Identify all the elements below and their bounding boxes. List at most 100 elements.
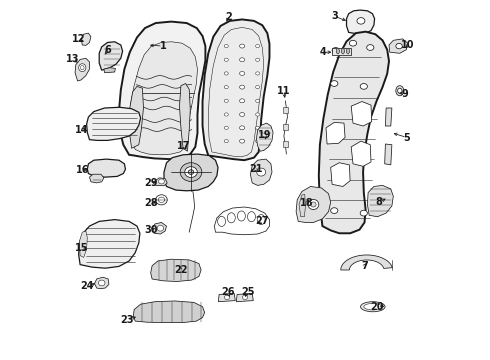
Text: 10: 10 xyxy=(401,40,415,50)
Polygon shape xyxy=(386,108,392,126)
Polygon shape xyxy=(326,122,345,144)
Polygon shape xyxy=(299,194,305,217)
Text: 2: 2 xyxy=(225,12,232,22)
Polygon shape xyxy=(99,42,122,70)
Ellipse shape xyxy=(346,49,349,54)
Text: 9: 9 xyxy=(402,89,409,99)
Polygon shape xyxy=(219,293,235,302)
Text: 30: 30 xyxy=(144,225,157,235)
Polygon shape xyxy=(351,141,371,166)
Ellipse shape xyxy=(240,139,245,143)
Polygon shape xyxy=(90,174,104,183)
Ellipse shape xyxy=(349,40,357,46)
Text: 26: 26 xyxy=(221,287,235,297)
Text: 22: 22 xyxy=(174,265,188,275)
Ellipse shape xyxy=(240,99,245,103)
Ellipse shape xyxy=(240,58,245,62)
Text: 21: 21 xyxy=(249,164,263,174)
Ellipse shape xyxy=(224,126,228,129)
Ellipse shape xyxy=(224,85,228,89)
Polygon shape xyxy=(351,102,372,126)
Polygon shape xyxy=(79,220,140,268)
Polygon shape xyxy=(341,255,392,270)
Text: 27: 27 xyxy=(255,216,269,226)
Ellipse shape xyxy=(224,99,228,102)
Polygon shape xyxy=(155,178,167,186)
Polygon shape xyxy=(75,58,90,81)
Polygon shape xyxy=(133,301,205,323)
Text: 8: 8 xyxy=(375,197,382,207)
Ellipse shape xyxy=(331,208,338,213)
Ellipse shape xyxy=(240,44,245,48)
Ellipse shape xyxy=(396,86,404,96)
Polygon shape xyxy=(385,144,392,165)
Ellipse shape xyxy=(257,168,266,176)
Polygon shape xyxy=(331,163,350,186)
Text: 13: 13 xyxy=(66,54,80,64)
Text: 14: 14 xyxy=(74,125,88,135)
Ellipse shape xyxy=(256,58,260,61)
Bar xyxy=(283,124,288,130)
Polygon shape xyxy=(129,86,144,148)
Ellipse shape xyxy=(240,126,245,130)
Ellipse shape xyxy=(360,84,368,89)
Text: 29: 29 xyxy=(145,178,158,188)
Polygon shape xyxy=(250,159,272,185)
Ellipse shape xyxy=(256,139,260,143)
Ellipse shape xyxy=(342,49,344,54)
Text: 3: 3 xyxy=(331,11,338,21)
Ellipse shape xyxy=(308,199,319,210)
Polygon shape xyxy=(368,185,393,217)
Polygon shape xyxy=(164,154,218,191)
Polygon shape xyxy=(81,33,91,45)
Ellipse shape xyxy=(98,280,105,286)
Ellipse shape xyxy=(224,139,228,143)
Ellipse shape xyxy=(357,18,365,24)
Ellipse shape xyxy=(336,49,340,54)
Ellipse shape xyxy=(188,170,194,174)
Ellipse shape xyxy=(224,58,228,61)
Ellipse shape xyxy=(240,112,245,116)
Ellipse shape xyxy=(332,48,339,53)
Text: 25: 25 xyxy=(241,287,255,297)
Ellipse shape xyxy=(360,210,368,216)
Polygon shape xyxy=(296,186,331,222)
Ellipse shape xyxy=(159,179,164,184)
Polygon shape xyxy=(119,22,205,159)
Ellipse shape xyxy=(367,45,374,50)
Polygon shape xyxy=(257,123,273,151)
Text: 5: 5 xyxy=(404,132,410,143)
Bar xyxy=(353,46,370,50)
Polygon shape xyxy=(87,159,125,177)
Polygon shape xyxy=(152,222,167,234)
Ellipse shape xyxy=(256,72,260,75)
Ellipse shape xyxy=(80,66,84,70)
Text: 15: 15 xyxy=(74,243,88,253)
Polygon shape xyxy=(179,84,190,151)
Ellipse shape xyxy=(361,302,385,312)
Text: 20: 20 xyxy=(371,302,384,312)
Text: 1: 1 xyxy=(160,41,166,51)
Ellipse shape xyxy=(398,88,402,93)
Ellipse shape xyxy=(158,197,165,202)
Bar xyxy=(283,107,288,113)
Polygon shape xyxy=(104,68,116,73)
Ellipse shape xyxy=(185,167,197,177)
Text: 4: 4 xyxy=(320,47,327,57)
Text: 6: 6 xyxy=(104,45,111,55)
Polygon shape xyxy=(389,39,408,53)
Polygon shape xyxy=(202,19,270,160)
Ellipse shape xyxy=(180,163,202,181)
Polygon shape xyxy=(319,32,389,233)
Ellipse shape xyxy=(311,202,316,207)
Bar xyxy=(283,141,288,147)
Text: 28: 28 xyxy=(145,198,158,208)
Polygon shape xyxy=(95,277,109,289)
Ellipse shape xyxy=(256,85,260,89)
Text: 11: 11 xyxy=(277,86,291,96)
Text: 24: 24 xyxy=(80,281,94,291)
Ellipse shape xyxy=(224,295,229,300)
Polygon shape xyxy=(79,231,87,257)
Polygon shape xyxy=(87,107,141,140)
Text: 19: 19 xyxy=(258,130,271,140)
